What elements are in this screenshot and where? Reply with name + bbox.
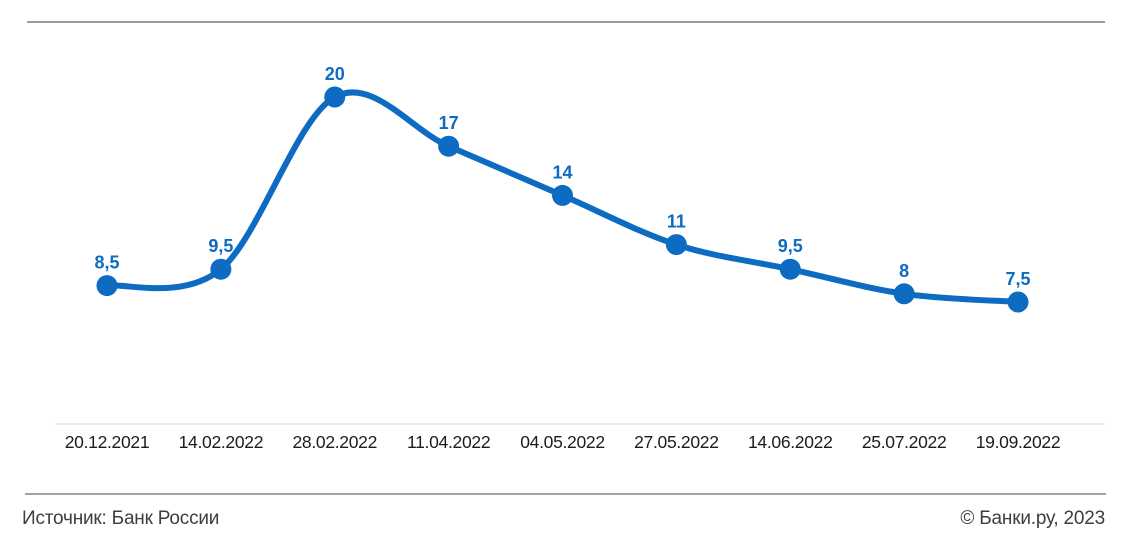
data-point — [552, 184, 573, 206]
data-point-value-label: 9,5 — [778, 236, 803, 256]
x-tick-label: 14.02.2022 — [178, 432, 264, 452]
x-tick-label: 19.09.2022 — [975, 432, 1061, 452]
top-divider — [27, 21, 1105, 23]
data-point-value-label: 17 — [439, 113, 459, 133]
data-point — [96, 275, 118, 297]
x-tick-label: 27.05.2022 — [634, 432, 719, 452]
data-point — [893, 283, 915, 305]
footer-divider — [25, 493, 1106, 495]
data-point-value-label: 9,5 — [208, 236, 233, 256]
x-tick-label: 11.04.2022 — [406, 432, 491, 452]
data-point-value-label: 8,5 — [94, 253, 119, 273]
data-point — [324, 86, 346, 108]
data-point — [665, 234, 687, 256]
data-point — [779, 258, 801, 280]
data-point-value-label: 20 — [325, 64, 345, 84]
x-tick-label: 25.07.2022 — [861, 432, 947, 452]
data-point-value-label: 11 — [667, 212, 686, 232]
data-point — [438, 135, 460, 157]
data-point-value-label: 7,5 — [1005, 269, 1030, 289]
series-line — [104, 89, 1021, 305]
data-point-value-label: 14 — [552, 162, 572, 182]
x-tick-label: 04.05.2022 — [520, 432, 605, 452]
x-tick-label: 20.12.2021 — [64, 432, 150, 452]
data-point-value-label: 8 — [899, 261, 909, 281]
x-tick-label: 14.06.2022 — [747, 432, 833, 452]
copyright-label: © Банки.ру, 2023 — [960, 508, 1105, 529]
data-point — [1007, 291, 1029, 313]
x-axis-line — [55, 423, 1105, 425]
data-point — [210, 258, 232, 280]
x-tick-label: 28.02.2022 — [292, 432, 378, 452]
key-rate-line-chart: 8,5 9,5 20 17 14 11 9,5 8 7,5 — [94, 64, 1031, 313]
source-label: Источник: Банк России — [22, 508, 220, 529]
